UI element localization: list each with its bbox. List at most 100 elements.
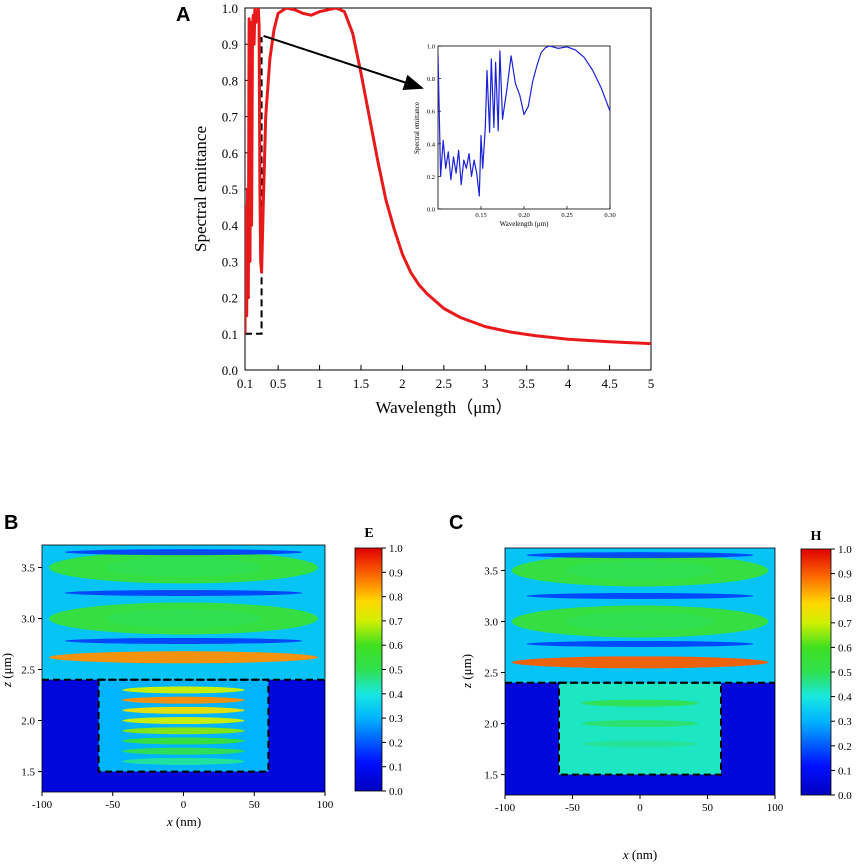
y-tick-label: 3.0 bbox=[21, 613, 35, 625]
y-tick-label: 1.5 bbox=[21, 767, 35, 779]
inset-x-tick-label: 0.15 bbox=[475, 212, 486, 219]
inset-y-tick-label: 0.0 bbox=[427, 207, 435, 214]
colorbar-tick-label: 0.2 bbox=[389, 737, 403, 749]
x-tick-label: 2.5 bbox=[436, 376, 452, 391]
field-band-core bbox=[565, 560, 715, 581]
colorbar-tick-label: 0.9 bbox=[838, 569, 852, 581]
colorbar-tick-label: 0.3 bbox=[838, 716, 852, 728]
y-tick-label: 0.3 bbox=[222, 254, 238, 269]
field-band bbox=[581, 699, 699, 707]
inset-emittance-curve bbox=[438, 46, 610, 197]
panel-a-x-axis: 0.1 0.5 1 1.5 2 2.5 3 3.5 4 4.5 5 bbox=[237, 365, 654, 391]
colorbar-tick-label: 1.0 bbox=[838, 544, 852, 556]
inset-y-label: Spectral emittance bbox=[413, 102, 421, 154]
panel-c-y-label: z (μm) bbox=[459, 654, 474, 689]
field-band bbox=[122, 737, 245, 745]
panel-b-y-axis: 1.5 2.0 2.5 3.0 3.5 bbox=[21, 562, 42, 779]
colorbar-tick-label: 0.3 bbox=[389, 713, 403, 725]
y-tick-label: 2.0 bbox=[484, 719, 498, 731]
inset-chart: 0.0 0.2 0.4 0.6 0.8 1.0 0.15 0.20 0.25 0.30 Wave… bbox=[413, 44, 616, 229]
colorbar-tick-label: 0.9 bbox=[389, 567, 403, 579]
field-band bbox=[122, 727, 245, 735]
panel-c-colorbar-title: H bbox=[811, 529, 822, 544]
panel-c-colorbar-ticks: 0.0 0.1 0.2 0.3 0.4 0.5 0.6 0.7 0.8 0.9 1.0 bbox=[831, 544, 852, 802]
field-band-core bbox=[105, 608, 262, 629]
structure-region bbox=[559, 682, 721, 775]
colorbar-tick-label: 0.6 bbox=[838, 642, 852, 654]
inset-y-tick-label: 1.0 bbox=[427, 44, 435, 51]
x-tick-label: 1.5 bbox=[353, 376, 369, 391]
y-tick-label: 1.5 bbox=[484, 770, 498, 782]
x-tick-label: 0 bbox=[637, 802, 643, 814]
colorbar-tick-label: 1.0 bbox=[389, 543, 403, 555]
panel-b-label: B bbox=[4, 512, 18, 534]
field-band bbox=[122, 757, 245, 765]
panel-b-colorbar bbox=[354, 547, 383, 792]
x-tick-label: 3 bbox=[482, 376, 489, 391]
y-tick-label: 0.4 bbox=[222, 218, 239, 233]
panel-b-colorbar-ticks: 0.0 0.1 0.2 0.3 0.4 0.5 0.6 0.7 0.8 0.9 1.0 bbox=[382, 543, 403, 798]
zoom-box-outline bbox=[245, 36, 263, 335]
y-tick-label: 3.5 bbox=[484, 565, 498, 577]
y-tick-label: 0.6 bbox=[222, 146, 239, 161]
panel-c-x-axis: -100 -50 0 50 100 bbox=[495, 795, 784, 814]
x-tick-label: 2 bbox=[399, 376, 406, 391]
inset-y-tick-label: 0.8 bbox=[427, 76, 435, 83]
y-tick-label: 0.9 bbox=[222, 37, 238, 52]
inset-x-tick-label: 0.25 bbox=[561, 212, 572, 219]
x-tick-label: 0 bbox=[181, 799, 187, 811]
colorbar-tick-label: 0.0 bbox=[389, 786, 403, 798]
field-node bbox=[526, 552, 754, 559]
field-band bbox=[122, 696, 245, 704]
field-band-core bbox=[565, 611, 715, 632]
panel-b-structure-outline bbox=[42, 678, 325, 773]
panel-c-colorbar bbox=[800, 548, 832, 796]
x-tick-label: 0.1 bbox=[237, 376, 253, 391]
x-tick-label: -100 bbox=[495, 802, 516, 814]
x-tick-label: -50 bbox=[565, 802, 580, 814]
field-node bbox=[64, 637, 303, 644]
structure-outline bbox=[97, 678, 270, 773]
inset-frame bbox=[437, 45, 611, 210]
field-node bbox=[64, 549, 303, 556]
h-field-map bbox=[505, 548, 775, 795]
panel-c-label: C bbox=[449, 512, 463, 534]
field-band bbox=[122, 686, 245, 694]
field-band bbox=[122, 717, 245, 725]
colorbar-tick-label: 0.4 bbox=[389, 689, 403, 701]
y-tick-label: 0.8 bbox=[222, 73, 238, 88]
field-node bbox=[526, 640, 754, 647]
panel-a: A 0.00.10.20.30.40.50.60.70.80.91.0 0.1 0… bbox=[176, 1, 654, 417]
field-band bbox=[122, 706, 245, 714]
y-tick-label: 2.5 bbox=[484, 668, 498, 680]
panel-a-y-label: Spectral emittance bbox=[191, 126, 210, 252]
e-field-map bbox=[42, 545, 325, 792]
field-node bbox=[526, 592, 754, 599]
x-tick-label: -50 bbox=[105, 799, 120, 811]
colorbar-tick-label: 0.1 bbox=[838, 765, 852, 777]
panel-a-label: A bbox=[176, 4, 190, 26]
colorbar-tick-label: 0.5 bbox=[838, 667, 852, 679]
y-tick-label: 0.1 bbox=[222, 327, 238, 342]
panel-c: C 1.5 2.0 2.5 3.0 3.5 -100 -50 0 50 100 x (nm) z… bbox=[449, 512, 852, 862]
colorbar-tick-label: 0.6 bbox=[389, 640, 403, 652]
x-tick-label: 50 bbox=[702, 802, 714, 814]
field-band bbox=[122, 747, 245, 755]
inset-y-tick-label: 0.4 bbox=[427, 141, 436, 148]
colorbar-tick-label: 0.4 bbox=[838, 692, 852, 704]
field-node bbox=[64, 589, 303, 596]
x-tick-label: 4.5 bbox=[601, 376, 617, 391]
y-tick-label: 2.0 bbox=[21, 716, 35, 728]
y-tick-label: 1.0 bbox=[222, 1, 238, 16]
inset-y-tick-label: 0.2 bbox=[427, 174, 435, 181]
inset-x-axis: 0.15 0.20 0.25 0.30 bbox=[475, 206, 616, 219]
x-tick-label: 3.5 bbox=[519, 376, 535, 391]
y-tick-label: 3.0 bbox=[484, 616, 498, 628]
panel-c-structure-outline bbox=[505, 681, 775, 776]
colorbar-tick-label: 0.7 bbox=[389, 616, 403, 628]
y-tick-label: 2.5 bbox=[21, 665, 35, 677]
colorbar-tick-label: 0.7 bbox=[838, 618, 852, 630]
structure-region bbox=[98, 679, 269, 772]
x-tick-label: 0.5 bbox=[270, 376, 286, 391]
